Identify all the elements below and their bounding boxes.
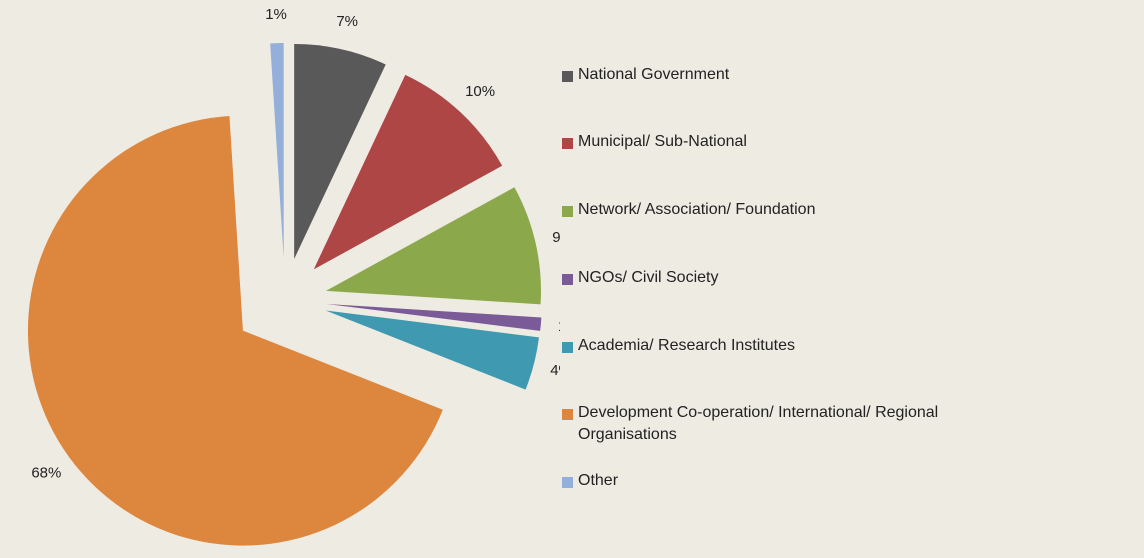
legend-item: Other [562,472,1142,492]
legend-swatch [562,206,573,217]
legend: National Government Municipal/ Sub-Nation… [562,0,1144,558]
legend-swatch [562,477,573,488]
legend-label: Municipal/ Sub-National [578,133,747,150]
pie-slice [270,43,284,259]
legend-label: NGOs/ Civil Society [578,269,719,286]
legend-item: Municipal/ Sub-National [562,133,1142,153]
pie-slice [325,310,539,390]
legend-swatch [562,138,573,149]
data-label: 9% [552,229,560,246]
pie-slice [27,115,443,546]
data-label: 1% [558,318,560,335]
data-label: 1% [265,6,287,23]
legend-label: Other [578,472,619,489]
data-label: 10% [465,83,495,100]
legend-item: Network/ Association/ Foundation [562,201,1142,221]
pie-slice [294,44,386,260]
pie-slice [313,74,503,270]
data-label: 4% [550,362,560,379]
legend-swatch [562,409,573,420]
legend-label: Academia/ Research Institutes [578,337,795,354]
legend-swatch [562,342,573,353]
legend-swatch [562,71,573,82]
pie-slice [326,303,542,331]
legend-label: Development Co-operation/ International/… [578,404,939,443]
chart: 7% 10% 9% 1% 4% 68% 1% [27,6,560,546]
legend-item: Academia/ Research Institutes [562,337,1142,357]
legend-item: National Government [562,66,1142,86]
legend-item: NGOs/ Civil Society [562,269,1142,289]
legend-label: Network/ Association/ Foundation [578,201,816,218]
pie-slice [325,187,541,305]
data-label: 7% [336,13,358,30]
legend-item: Development Co-operation/ International/… [562,404,1142,446]
legend-swatch [562,274,573,285]
data-label: 68% [31,464,61,481]
legend-label: National Government [578,66,730,83]
